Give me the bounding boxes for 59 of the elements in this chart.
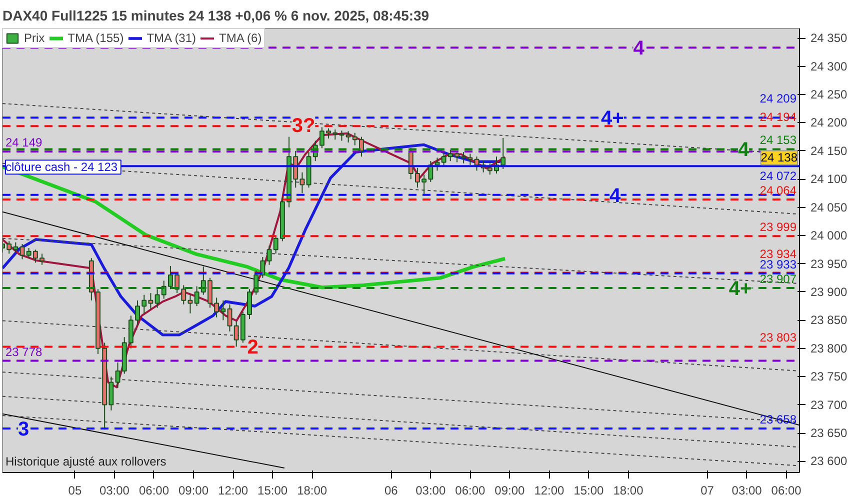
x-tick-label: 06:00: [771, 484, 802, 498]
x-tick-label: 15:00: [574, 484, 604, 498]
annotation: 24 149: [6, 135, 43, 150]
y-tick-label: 23 650: [810, 426, 848, 440]
annotation: 3?: [292, 115, 316, 138]
ref-line-label: 24 064: [760, 183, 797, 198]
y-tick-label: 24 200: [810, 116, 848, 130]
y-tick-label: 23 800: [810, 341, 848, 356]
x-tick-label: 09:00: [494, 484, 526, 498]
x-tick-label: 03:00: [732, 484, 762, 498]
x-tick-label: 18:00: [613, 484, 644, 498]
y-tick-label: 23 850: [810, 313, 848, 328]
ref-line-label: 24 153: [760, 133, 797, 148]
y-tick-label: 24 350: [810, 31, 848, 46]
y-tick-label: 24 250: [810, 88, 848, 102]
x-tick-label: 05: [68, 484, 82, 498]
x-tick-label: 03:00: [99, 484, 130, 498]
x-tick-label: 15:00: [258, 484, 288, 498]
annotation: 2: [247, 336, 258, 359]
x-tick-label: 03:00: [416, 484, 446, 498]
annotation: clôture cash - 24 123: [6, 160, 118, 174]
ref-line-label: 23 907: [760, 272, 797, 286]
legend-label: TMA (31): [146, 31, 196, 45]
x-tick-label: 12:00: [534, 484, 565, 498]
y-tick-label: 23 900: [810, 284, 848, 299]
y-tick-label: 24 050: [810, 200, 848, 214]
y-tick-label: 23 600: [810, 454, 848, 468]
legend-label: TMA (6): [219, 31, 262, 45]
x-tick-label: 06:00: [138, 484, 170, 498]
y-tick-label: 24 100: [810, 172, 848, 186]
annotation: 4: [738, 139, 750, 162]
chart-title: DAX40 Full1225 15 minutes 24 138 +0,06 % 6 nov. 2025, 08:45:39: [2, 8, 430, 24]
y-tick-label: 24 150: [810, 144, 848, 158]
legend-label: Prix: [24, 31, 45, 45]
ref-line-label: 24 072: [760, 168, 797, 183]
ref-line-label: 23 803: [760, 330, 797, 345]
annotation: 23 778: [6, 344, 43, 359]
x-tick-label: 12:00: [218, 484, 248, 498]
annotation: 24 138: [760, 150, 798, 165]
y-tick-label: 23 700: [810, 398, 848, 412]
y-tick-label: 24 300: [810, 59, 848, 74]
x-tick-label: 06: [384, 484, 398, 498]
x-tick-label: 06:00: [455, 484, 486, 498]
y-tick-label: 23 950: [810, 256, 848, 271]
annotation: 4: [610, 184, 622, 207]
x-tick-label: 07: [700, 484, 714, 498]
annotation: 3: [18, 418, 30, 440]
x-tick-label: 09:00: [178, 484, 209, 498]
annotation: Historique ajusté aux rollovers: [6, 454, 166, 468]
ref-line-label: 24 194: [760, 110, 797, 124]
ref-line-label: 23 999: [760, 220, 797, 234]
legend-label: TMA (155): [68, 31, 124, 45]
annotation: 4+: [728, 278, 752, 300]
x-tick-label: 18:00: [297, 484, 328, 498]
y-tick-label: 23 750: [810, 370, 848, 384]
annotation: 4+: [601, 108, 624, 130]
ref-line-label: 24 209: [760, 92, 797, 106]
y-tick-label: 24 000: [810, 228, 848, 243]
annotation: 4: [633, 38, 646, 60]
